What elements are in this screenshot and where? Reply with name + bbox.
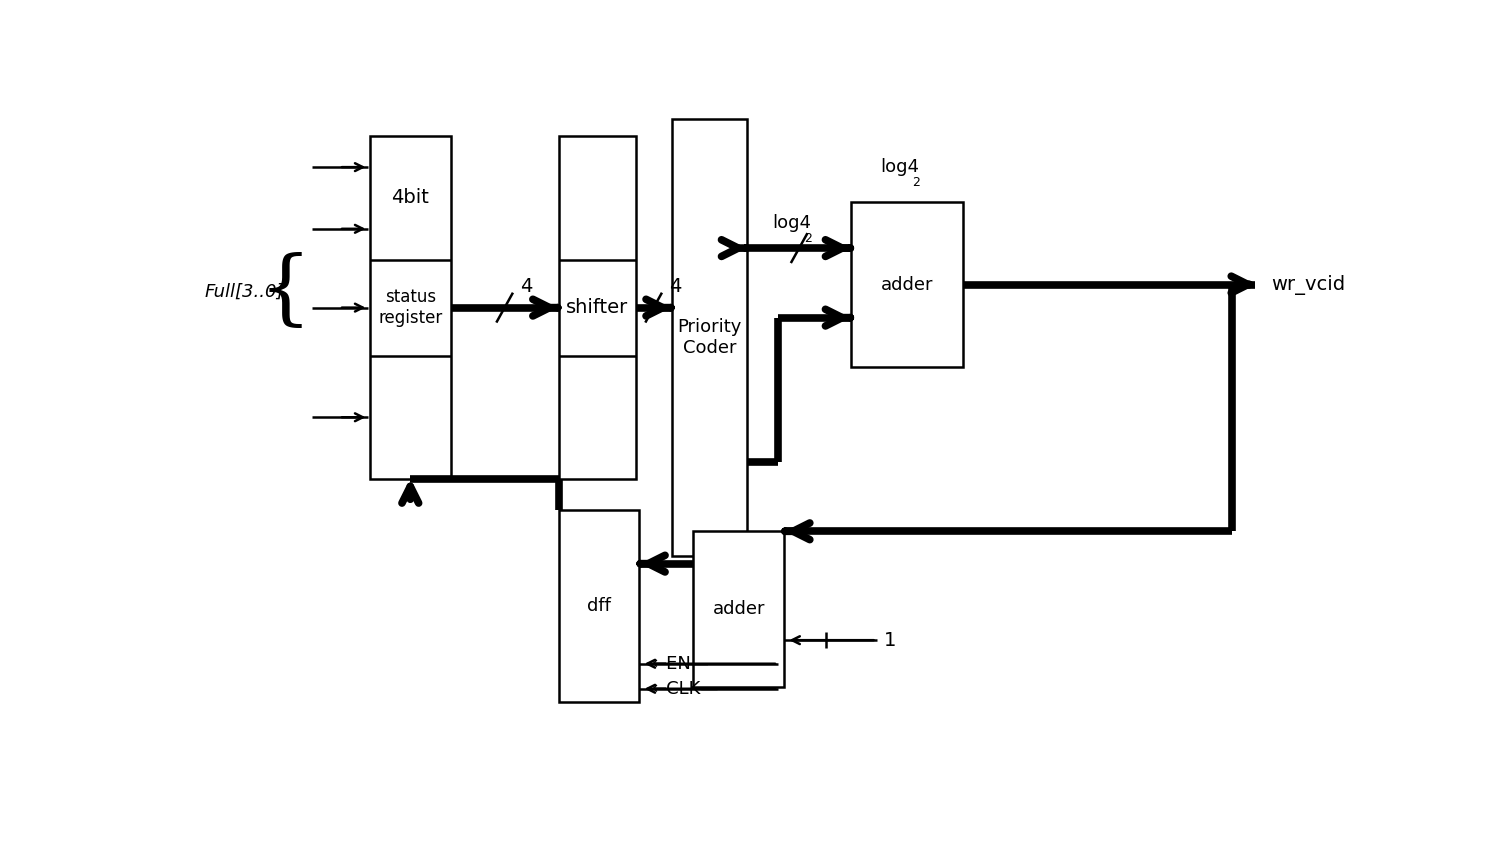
Text: 2: 2 bbox=[912, 176, 921, 189]
Text: 4: 4 bbox=[668, 277, 682, 296]
Text: Full[3..0]: Full[3..0] bbox=[204, 283, 284, 302]
Text: status
register: status register bbox=[378, 288, 443, 327]
Text: 4bit: 4bit bbox=[392, 189, 429, 208]
Text: dff: dff bbox=[587, 597, 611, 615]
Text: 4: 4 bbox=[520, 277, 532, 296]
Text: 2: 2 bbox=[804, 232, 812, 246]
Text: {: { bbox=[259, 252, 311, 332]
Text: Priority
Coder: Priority Coder bbox=[677, 318, 742, 357]
Text: log4: log4 bbox=[773, 214, 810, 232]
Text: log4: log4 bbox=[880, 158, 919, 176]
Text: adder: adder bbox=[712, 600, 765, 618]
Text: shifter: shifter bbox=[565, 298, 627, 317]
Text: adder: adder bbox=[880, 275, 933, 294]
Text: wr_vcid: wr_vcid bbox=[1270, 274, 1344, 295]
Bar bbox=[671, 119, 747, 556]
Text: ←EN—: ←EN— bbox=[652, 655, 709, 673]
Bar bbox=[558, 510, 640, 702]
Text: 1: 1 bbox=[885, 631, 897, 650]
Bar bbox=[694, 531, 785, 687]
Bar bbox=[558, 136, 635, 479]
Bar bbox=[370, 136, 451, 479]
Bar bbox=[851, 202, 963, 368]
Text: ←CLK—: ←CLK— bbox=[652, 680, 718, 698]
